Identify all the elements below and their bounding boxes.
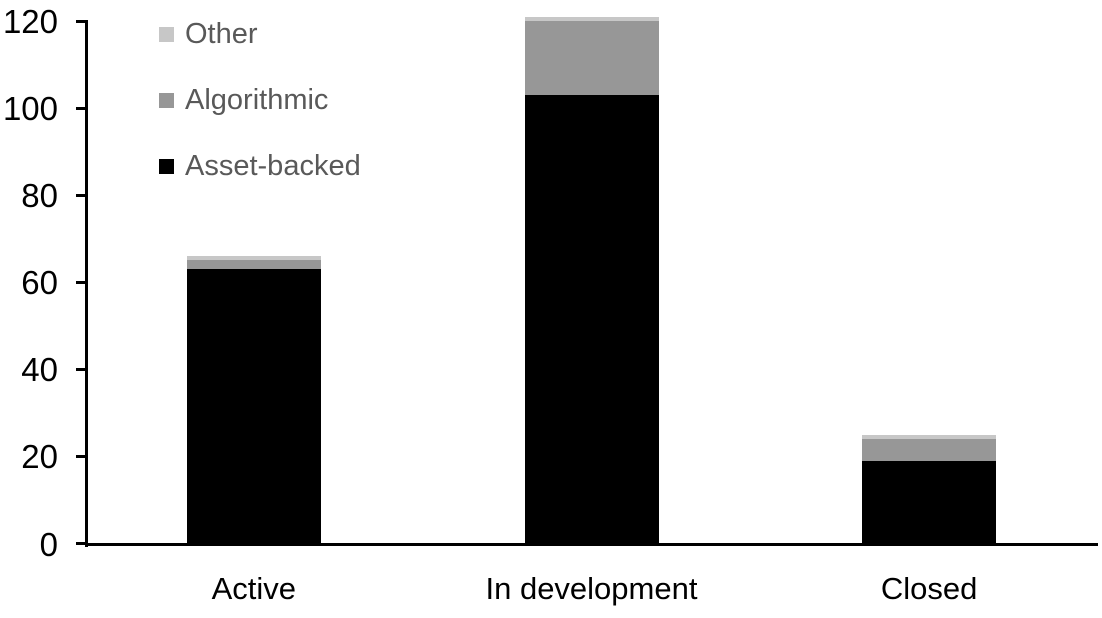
y-tick-mark: [76, 19, 85, 23]
legend-item-algorithmic: Algorithmic: [159, 85, 361, 115]
legend-label: Asset-backed: [185, 149, 361, 182]
bar-segment-algorithmic-active: [186, 260, 321, 270]
y-tick-mark: [76, 542, 85, 545]
bar-segment-algorithmic-closed: [862, 439, 997, 461]
legend-item-other: Other: [159, 19, 361, 49]
bar-segment-other-closed: [862, 434, 997, 439]
bar-segment-algorithmic-in-development: [524, 21, 659, 96]
legend-label: Algorithmic: [185, 83, 329, 116]
x-axis-line: [85, 542, 1098, 546]
chart-legend: Other Algorithmic Asset-backed: [159, 19, 361, 217]
y-tick-label: 120: [2, 3, 58, 40]
y-tick-mark: [76, 106, 85, 110]
y-tick-label: 40: [21, 351, 58, 389]
y-tick-mark: [76, 367, 85, 371]
y-tick-label: 80: [21, 177, 58, 215]
bar-segment-asset-backed-closed: [862, 460, 997, 544]
category-label-closed: Closed: [880, 571, 978, 606]
bar-segment-other-active: [186, 256, 321, 261]
y-axis-line: [85, 20, 88, 547]
y-tick-mark: [76, 280, 85, 284]
y-tick-mark: [76, 193, 85, 197]
legend-swatch-icon: [159, 158, 174, 174]
legend-label: Other: [185, 17, 258, 50]
y-tick-label: 100: [2, 90, 58, 128]
category-label-in-development: In development: [485, 571, 698, 606]
bar-segment-asset-backed-active: [186, 269, 321, 544]
category-label-active: Active: [211, 571, 297, 606]
legend-item-asset-backed: Asset-backed: [159, 151, 361, 181]
y-tick-label: 60: [21, 264, 58, 302]
y-tick-label: 20: [21, 438, 58, 476]
bar-segment-asset-backed-in-development: [524, 95, 659, 544]
y-tick-label: 0: [39, 525, 58, 563]
legend-swatch-icon: [159, 92, 174, 108]
bar-segment-other-in-development: [524, 16, 659, 21]
y-tick-mark: [76, 454, 85, 458]
legend-swatch-icon: [159, 26, 174, 42]
